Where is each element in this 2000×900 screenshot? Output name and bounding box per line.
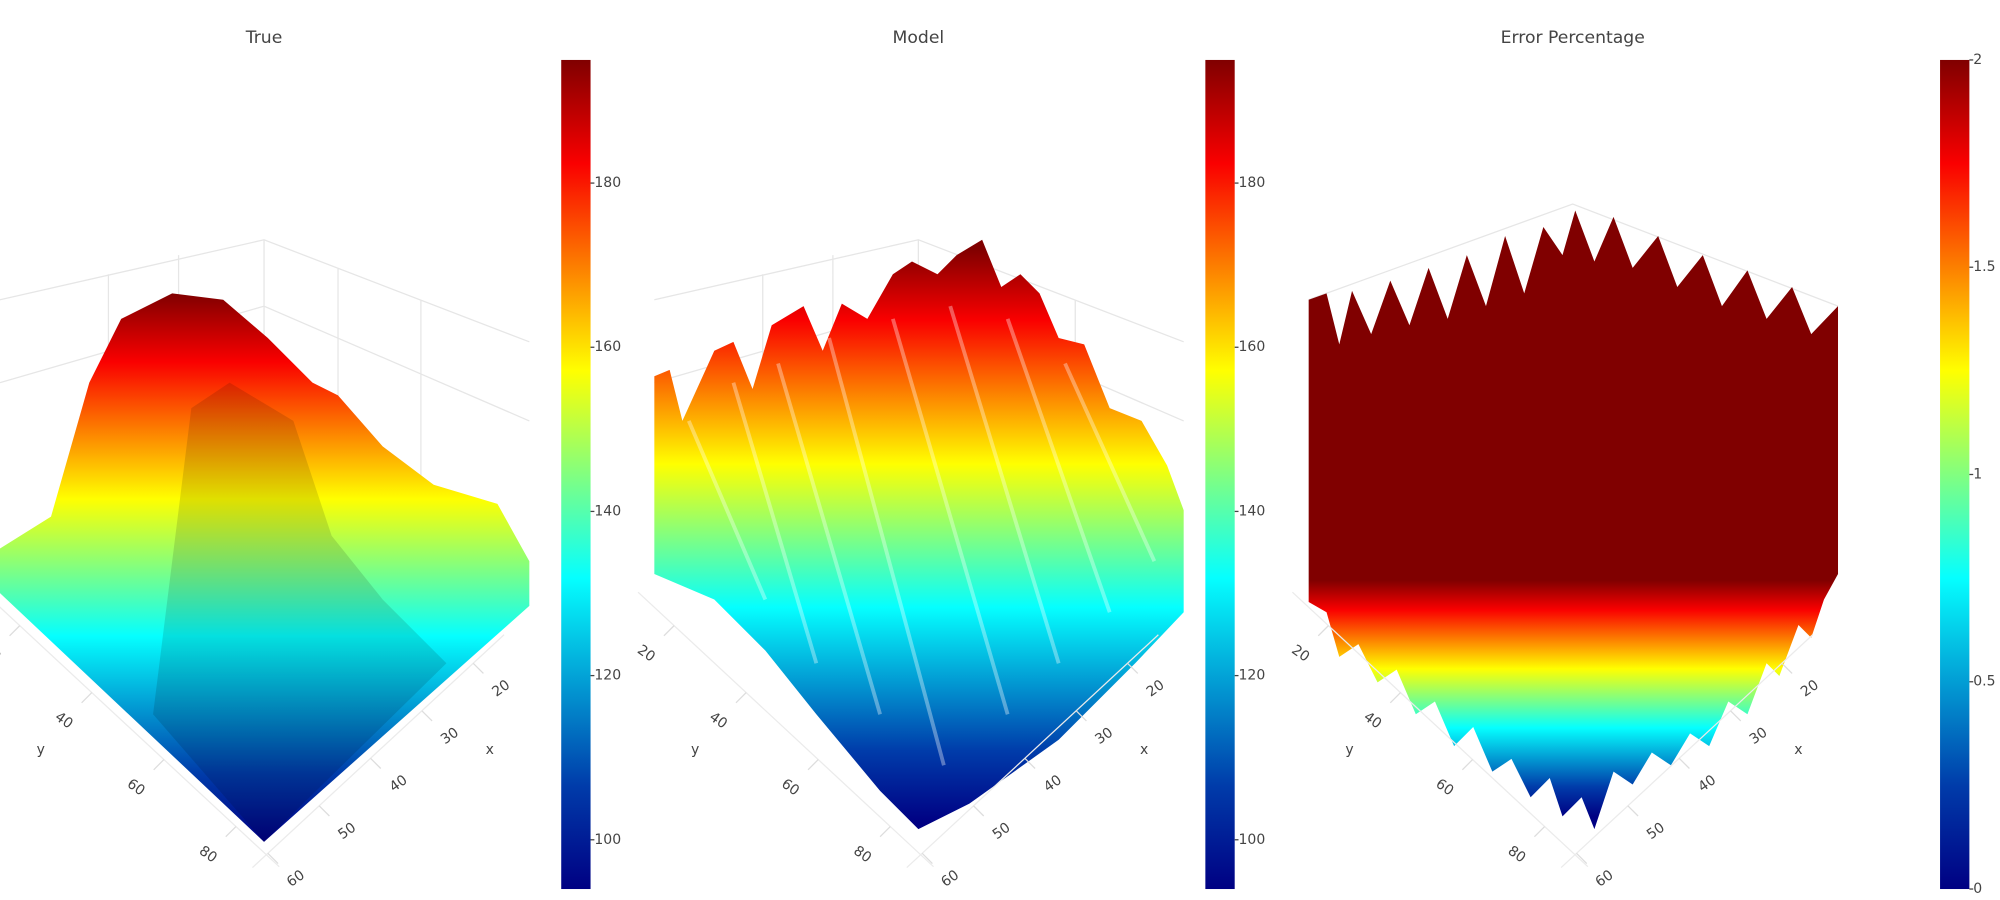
y-tick [81, 692, 93, 704]
surface-error [1308, 210, 1839, 830]
y-tick-label: 20 [0, 642, 4, 665]
surface-shading [153, 382, 447, 842]
y-tick-label: 80 [1505, 843, 1529, 866]
x-tick-label: 40 [1041, 772, 1065, 795]
y-axis-title: y [691, 742, 699, 758]
surface-true [0, 293, 530, 842]
x-tick [318, 805, 330, 817]
y-tick-label: 40 [1361, 709, 1385, 732]
colorbar-tick-label: 180 [1239, 175, 1266, 191]
x-tick [1075, 710, 1087, 722]
x-tick-label: 20 [1144, 677, 1168, 700]
colorbar-tick-label: 0 [1973, 881, 1982, 897]
x-tick [421, 710, 433, 722]
x-tick-label: 50 [1644, 820, 1668, 843]
colorbar-tick-label: 0.5 [1973, 674, 1995, 690]
x-axis-edge [1560, 634, 1814, 869]
colorbar-tick-label: 120 [594, 668, 621, 684]
x-tick-label: 60 [938, 867, 962, 890]
x-tick-label: 50 [990, 820, 1014, 843]
x-axis-edge [906, 634, 1159, 869]
x-tick-label: 60 [284, 867, 308, 890]
x-tick [472, 662, 484, 674]
surface-ridges [687, 305, 1157, 766]
x-tick [370, 757, 382, 769]
y-tick-label: 60 [1433, 776, 1457, 799]
colorbar-tick-label: 140 [1239, 503, 1266, 519]
x-tick-label: 30 [1092, 725, 1116, 748]
x-tick [1127, 662, 1139, 674]
x-tick-label: 30 [438, 725, 462, 748]
x-axis-title: x [1794, 742, 1802, 758]
x-tick [973, 805, 985, 817]
x-tick [1627, 805, 1639, 817]
x-tick [921, 852, 933, 864]
x-tick-label: 20 [1798, 677, 1822, 700]
y-tick-label: 80 [196, 843, 220, 866]
y-tick [807, 759, 819, 771]
x-tick [1576, 852, 1588, 864]
colorbar-tick-label: 160 [594, 339, 621, 355]
surface-model [654, 239, 1184, 830]
subplot-title: Error Percentage [1501, 28, 1645, 48]
y-tick-label: 60 [124, 776, 148, 799]
y-tick [225, 826, 237, 838]
y-axis-title: y [37, 742, 45, 758]
x-axis-title: x [1140, 742, 1148, 758]
x-tick-label: 20 [489, 677, 513, 700]
colorbar-tick-label: 2 [1973, 52, 1982, 68]
x-tick-label: 60 [1593, 867, 1617, 890]
y-tick-label: 20 [634, 642, 658, 665]
colorbar-tick-label: 140 [594, 503, 621, 519]
y-axis-edge [1291, 591, 1589, 868]
y-tick-label: 40 [52, 709, 76, 732]
y-tick [1389, 692, 1401, 704]
y-tick [879, 826, 891, 838]
x-tick [1781, 662, 1793, 674]
colorbar-tick-label: 180 [594, 175, 621, 191]
x-axis-edge [252, 634, 505, 869]
colorbar [561, 59, 591, 890]
y-tick [153, 759, 165, 771]
y-tick [663, 625, 675, 637]
y-axis-edge [0, 606, 280, 868]
x-tick-label: 30 [1747, 725, 1771, 748]
x-tick [1730, 710, 1742, 722]
colorbar-tick-label: 120 [1239, 668, 1266, 684]
x-tick-label: 40 [1695, 772, 1719, 795]
x-tick-label: 40 [387, 772, 411, 795]
y-tick-label: 80 [850, 843, 874, 866]
y-axis-title: y [1345, 742, 1353, 758]
y-tick-label: 40 [706, 709, 730, 732]
x-tick [267, 852, 279, 864]
colorbar-tick-label: 160 [1239, 339, 1266, 355]
x-tick [1678, 757, 1690, 769]
colorbar [1940, 59, 1970, 890]
y-tick [1533, 826, 1546, 838]
y-tick-label: 20 [1288, 642, 1312, 665]
colorbar [1205, 59, 1235, 890]
x-tick-label: 50 [335, 820, 359, 843]
colorbar-tick-label: 1.5 [1973, 259, 1995, 275]
y-tick [1461, 759, 1474, 771]
colorbar-tick-label: 100 [1239, 832, 1266, 848]
y-tick [9, 625, 21, 637]
x-tick [1024, 757, 1036, 769]
y-tick [735, 692, 747, 704]
y-tick [1317, 625, 1329, 637]
y-axis-edge [637, 591, 934, 868]
colorbar-tick-label: 1 [1973, 466, 1982, 482]
subplot-title: Model [893, 28, 945, 48]
subplot-title: True [245, 28, 283, 48]
y-tick-label: 60 [778, 776, 802, 799]
colorbar-tick-label: 100 [594, 832, 621, 848]
x-axis-title: x [486, 742, 494, 758]
